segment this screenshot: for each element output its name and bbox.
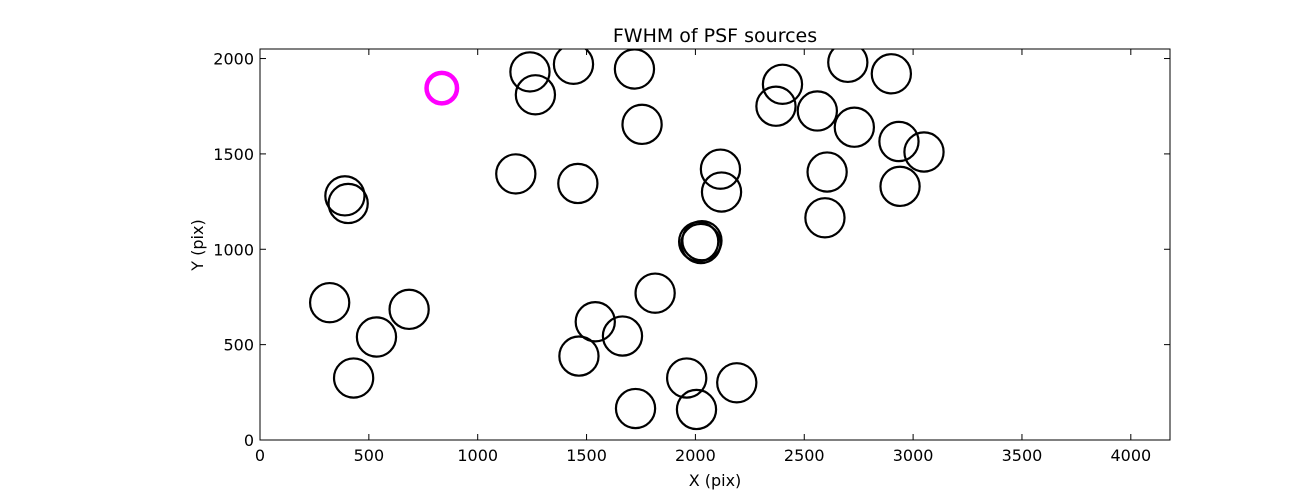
- psf-source-circle: [355, 316, 398, 358]
- psf-source-circle: [613, 49, 656, 90]
- psf-source-circle: [761, 63, 804, 105]
- psf-source-circle: [514, 74, 557, 116]
- y-tick-label: 2000: [213, 50, 254, 69]
- x-tick-label: 1000: [457, 446, 498, 465]
- psf-source-circle: [574, 301, 616, 343]
- x-tick-label: 3500: [1002, 446, 1043, 465]
- psf-source-circle: [675, 388, 718, 431]
- x-tick-label: 3000: [893, 446, 934, 465]
- x-tick-label: 0: [255, 446, 265, 465]
- psf-source-circle-highlight: [424, 70, 460, 106]
- psf-source-circle: [388, 288, 430, 331]
- psf-source-circle: [903, 131, 945, 173]
- psf-source-circle: [681, 219, 723, 262]
- psf-source-circle: [509, 51, 551, 93]
- psf-source-circle: [878, 120, 920, 163]
- x-axis-label: X (pix): [689, 471, 742, 490]
- psf-source-circle: [806, 151, 848, 193]
- psf-source-circle: [666, 357, 708, 399]
- psf-source-circle: [755, 85, 797, 127]
- y-tick-label: 500: [223, 336, 254, 355]
- y-tick-label: 1000: [213, 240, 254, 259]
- psf-source-circle: [804, 197, 846, 239]
- psf-source-circle: [324, 175, 366, 217]
- psf-source-circle: [308, 281, 351, 324]
- plot-frame: [259, 48, 1171, 441]
- psf-source-circle: [332, 357, 375, 399]
- psf-source-circle: [557, 162, 599, 205]
- psf-source-circle: [558, 335, 600, 377]
- psf-source-circle: [879, 165, 921, 208]
- psf-source-circle: [680, 222, 722, 265]
- y-tick-label: 1500: [213, 145, 254, 164]
- psf-source-circle: [796, 90, 839, 132]
- psf-source-circle: [870, 53, 913, 95]
- psf-source-circle: [634, 272, 676, 314]
- x-tick-label: 4000: [1110, 446, 1151, 465]
- psf-source-circle: [700, 171, 743, 213]
- psf-source-circle: [833, 106, 876, 148]
- x-tick-label: 2500: [784, 446, 825, 465]
- x-tick-label: 2000: [675, 446, 716, 465]
- psf-source-circle: [677, 220, 720, 263]
- x-tick-label: 500: [354, 446, 385, 465]
- y-tick-label: 0: [244, 431, 254, 450]
- psf-source-circle: [327, 182, 369, 225]
- psf-source-circle: [601, 315, 644, 357]
- psf-source-circle: [827, 49, 869, 84]
- psf-source-circle: [614, 387, 657, 430]
- y-axis-label: Y (pix): [188, 219, 207, 271]
- x-axis: 0 500 1000 1500 2000 2500 3000 3500 4000: [255, 49, 1151, 465]
- y-axis: 0 500 1000 1500 2000: [213, 50, 1170, 450]
- psf-source-circle: [495, 153, 537, 195]
- psf-source-circle: [552, 49, 595, 85]
- psf-source-circle: [716, 362, 758, 404]
- psf-source-circle: [699, 148, 742, 190]
- psf-source-circle: [621, 103, 663, 146]
- x-tick-label: 1500: [566, 446, 607, 465]
- plot-area: [308, 49, 945, 431]
- chart-title: FWHM of PSF sources: [613, 25, 817, 47]
